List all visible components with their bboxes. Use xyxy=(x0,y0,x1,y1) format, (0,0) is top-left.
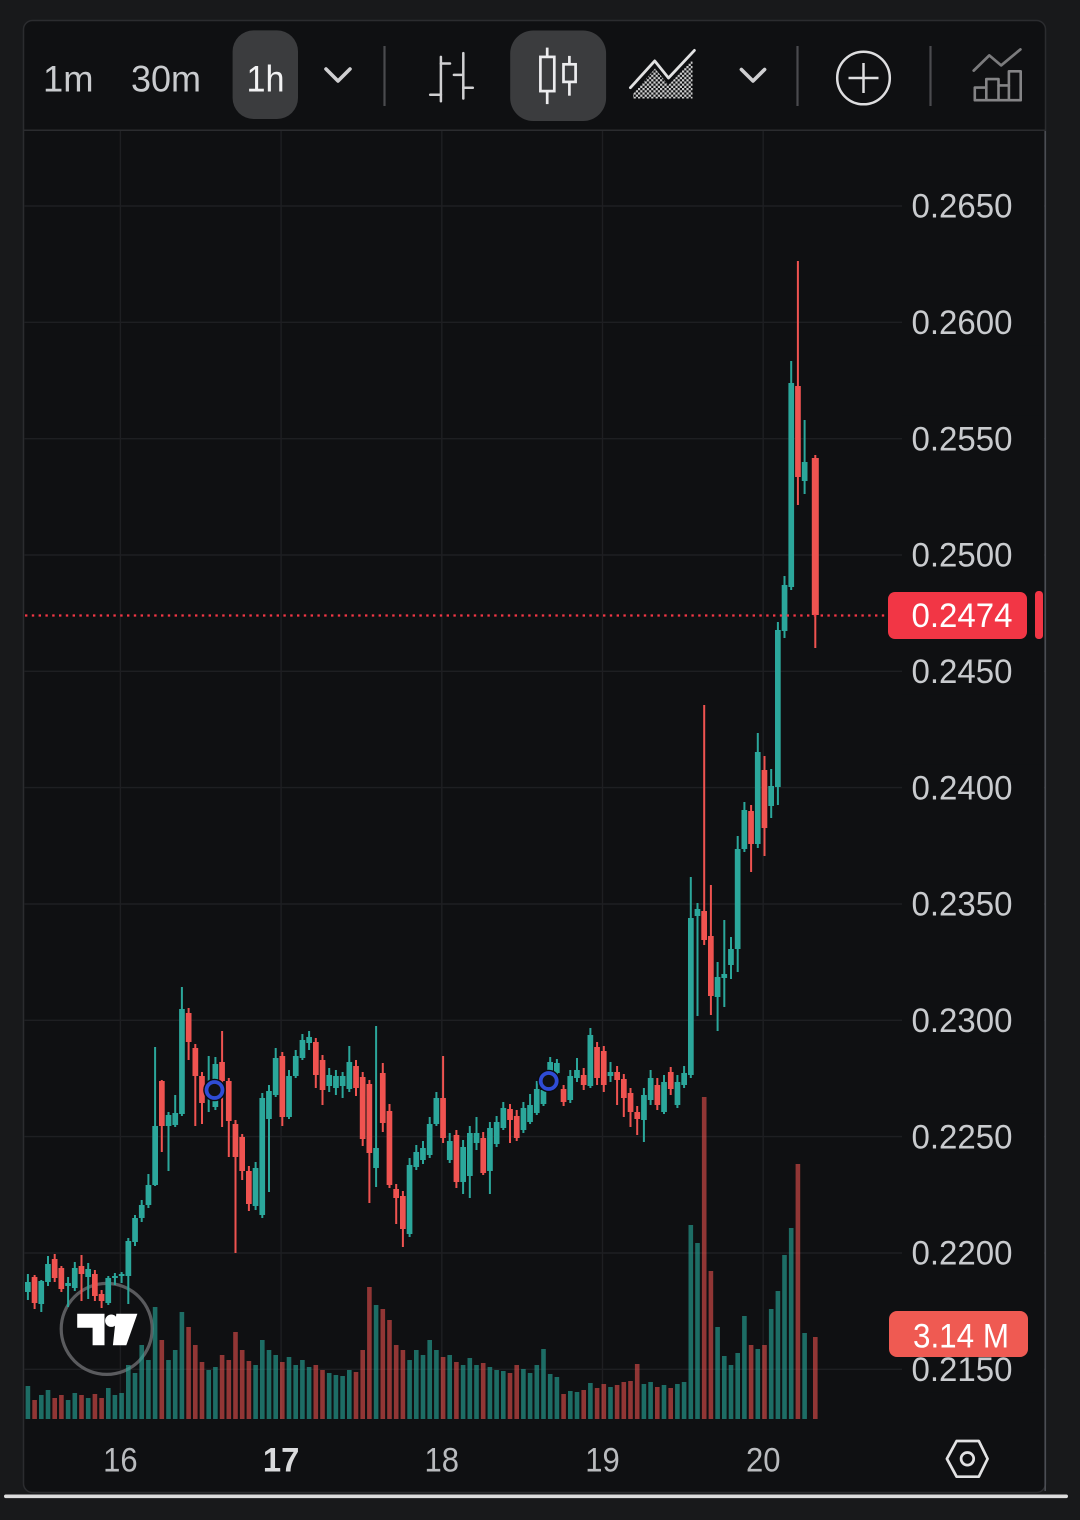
svg-text:0.2350: 0.2350 xyxy=(912,886,1013,924)
svg-text:18: 18 xyxy=(425,1441,460,1479)
svg-text:0.2450: 0.2450 xyxy=(912,653,1013,691)
svg-text:0.2250: 0.2250 xyxy=(912,1118,1013,1156)
svg-text:30m: 30m xyxy=(131,59,201,100)
svg-text:0.2150: 0.2150 xyxy=(912,1351,1013,1389)
svg-text:0.2300: 0.2300 xyxy=(912,1002,1013,1040)
svg-text:0.2650: 0.2650 xyxy=(912,188,1013,226)
svg-text:1h: 1h xyxy=(247,59,285,100)
svg-text:0.2500: 0.2500 xyxy=(912,537,1013,575)
svg-text:0.2200: 0.2200 xyxy=(912,1235,1013,1273)
svg-text:0.2400: 0.2400 xyxy=(912,769,1013,807)
svg-text:0.2600: 0.2600 xyxy=(912,304,1013,342)
svg-text:3.14 M: 3.14 M xyxy=(913,1317,1009,1355)
svg-text:20: 20 xyxy=(746,1441,781,1479)
svg-text:0.2474: 0.2474 xyxy=(912,597,1013,635)
svg-text:16: 16 xyxy=(103,1441,138,1479)
svg-text:19: 19 xyxy=(585,1441,620,1479)
svg-text:17: 17 xyxy=(263,1441,300,1479)
svg-text:1m: 1m xyxy=(43,59,94,100)
svg-text:0.2550: 0.2550 xyxy=(912,420,1013,458)
